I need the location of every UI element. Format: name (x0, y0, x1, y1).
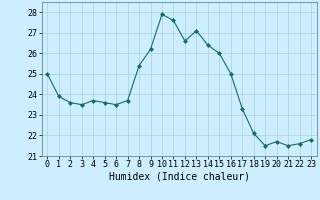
X-axis label: Humidex (Indice chaleur): Humidex (Indice chaleur) (109, 172, 250, 182)
